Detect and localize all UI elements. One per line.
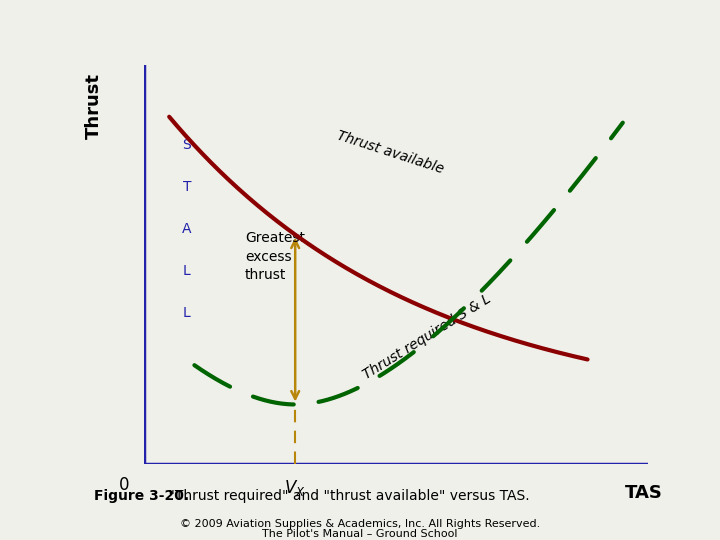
- Text: Thrust available: Thrust available: [336, 129, 446, 177]
- Text: L: L: [183, 264, 191, 278]
- Text: © 2009 Aviation Supplies & Academics, Inc. All Rights Reserved.: © 2009 Aviation Supplies & Academics, In…: [180, 519, 540, 530]
- Text: Thrust: Thrust: [85, 73, 103, 139]
- Text: T: T: [183, 180, 191, 194]
- Text: Figure 3-20.: Figure 3-20.: [94, 489, 189, 503]
- Text: S: S: [182, 138, 192, 152]
- Text: The Pilot's Manual – Ground School: The Pilot's Manual – Ground School: [262, 529, 458, 539]
- Text: TAS: TAS: [625, 484, 663, 502]
- Text: "Thrust required" and "thrust available" versus TAS.: "Thrust required" and "thrust available"…: [164, 489, 530, 503]
- Text: Thrust required S & L: Thrust required S & L: [361, 292, 494, 382]
- Text: A: A: [182, 221, 192, 235]
- Text: V$_X$: V$_X$: [284, 478, 306, 498]
- Text: Greatest
excess
thrust: Greatest excess thrust: [245, 231, 305, 282]
- Text: 0: 0: [119, 476, 129, 495]
- Text: L: L: [183, 306, 191, 320]
